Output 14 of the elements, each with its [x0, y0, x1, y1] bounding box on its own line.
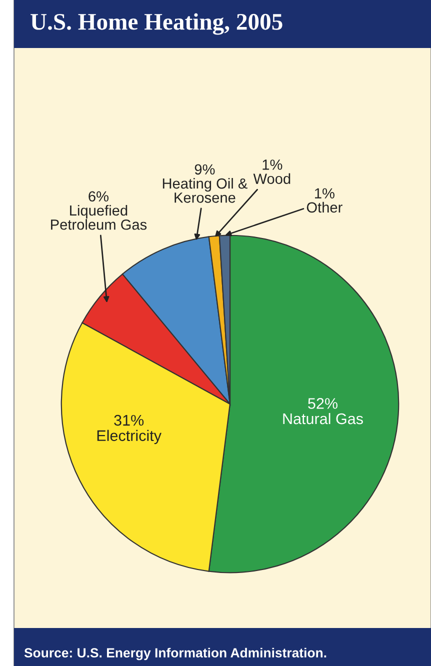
data-label: 31% [114, 414, 144, 426]
source-note: Source: U.S. Energy Information Administration. [24, 648, 326, 660]
data-label: 1% [315, 188, 334, 198]
slice-label: Natural Gas [283, 412, 363, 424]
data-label: 52% [308, 398, 338, 409]
slice-label: Other [306, 202, 342, 213]
chart-title: U.S. Home Heating, 2005 [30, 13, 282, 35]
slice-label: Electricity [97, 430, 162, 444]
slice-label: Liquefied Petroleum Gas [51, 204, 147, 230]
data-label: 1% [262, 160, 282, 170]
data-label: 6% [88, 191, 108, 202]
slice-label: Wood [253, 173, 290, 184]
slice-label: Heating Oil & Kerosene [162, 178, 248, 203]
data-label: 9% [194, 164, 215, 175]
